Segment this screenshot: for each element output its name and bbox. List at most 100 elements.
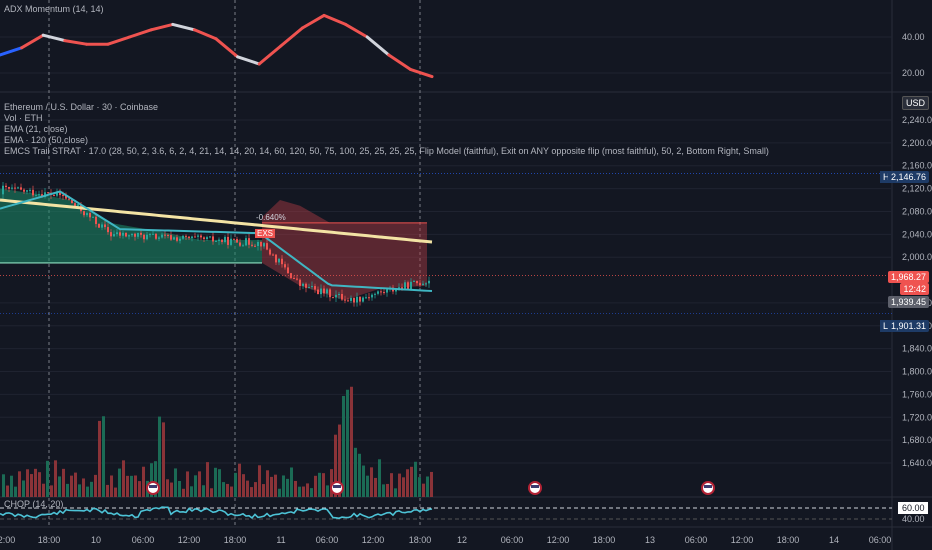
volume-bar	[6, 485, 9, 497]
low-value-tag: 1,901.31	[887, 320, 929, 332]
candle-body	[29, 189, 31, 191]
candle-body	[146, 234, 148, 240]
volume-bar	[54, 460, 57, 497]
strategy-legend[interactable]: EMCS Trail STRAT · 17.0 (28, 50, 2, 3.6,…	[4, 146, 769, 156]
candle-body	[47, 192, 49, 194]
adx-segment	[236, 55, 261, 66]
volume-bar	[138, 481, 141, 497]
candle-body	[131, 233, 133, 236]
candle-body	[347, 300, 349, 302]
volume-bar	[418, 477, 421, 497]
volume-bar	[274, 474, 277, 497]
ema21-legend[interactable]: EMA (21, close)	[4, 124, 68, 134]
candle-body	[218, 239, 220, 241]
candle-body	[422, 283, 424, 286]
volume-bar	[86, 486, 89, 497]
candle-body	[116, 232, 118, 235]
volume-bar	[302, 486, 305, 497]
countdown-tag: 12:42	[900, 283, 929, 295]
candle-body	[263, 243, 265, 247]
volume-bar	[206, 462, 209, 497]
candle-body	[335, 294, 337, 298]
symbol-legend[interactable]: Ethereum / U.S. Dollar · 30 · Coinbase	[4, 102, 159, 112]
volume-bar	[98, 420, 101, 497]
candle-body	[257, 241, 259, 247]
volume-bar	[14, 486, 17, 497]
candle-body	[11, 187, 13, 189]
volume-bar	[258, 465, 261, 497]
volume-bar	[246, 480, 249, 497]
candle-body	[278, 258, 280, 263]
volume-bar	[114, 487, 117, 497]
volume-bar	[58, 476, 61, 497]
candle-body	[74, 203, 76, 206]
volume-bar	[226, 483, 229, 497]
volume-bar	[150, 463, 153, 497]
volume-bar	[318, 472, 321, 497]
volume-bar	[402, 477, 405, 497]
volume-bar	[234, 472, 237, 497]
volume-bar	[210, 488, 213, 497]
currency-button[interactable]: USD	[901, 96, 929, 110]
candle-body	[194, 236, 196, 238]
adx-segment	[171, 22, 196, 32]
candle-body	[137, 232, 139, 237]
candle-body	[275, 254, 277, 263]
candle-body	[293, 277, 295, 279]
volume-bar	[326, 485, 329, 497]
candle-body	[407, 282, 409, 290]
price-tick-label: 1,720.00	[902, 412, 932, 422]
volume-bar	[218, 469, 221, 497]
time-tick-label: 10	[91, 535, 101, 545]
candle-body	[416, 280, 418, 284]
volume-bar	[334, 434, 337, 497]
candle-body	[134, 233, 136, 237]
price-tick-label: 2,080.00	[902, 206, 932, 216]
volume-bar	[410, 466, 413, 497]
volume-bar	[390, 473, 393, 497]
candle-body	[254, 245, 256, 247]
candle-body	[356, 296, 358, 303]
candle-body	[371, 294, 373, 298]
candle-body	[188, 236, 190, 239]
candle-body	[59, 191, 61, 196]
volume-bar	[346, 389, 349, 497]
price-tick-label: 2,200.00	[902, 138, 932, 148]
volume-bar	[158, 416, 161, 497]
adx-tick-label: 40.00	[902, 32, 925, 42]
candle-body	[341, 293, 343, 300]
candle-body	[251, 244, 253, 246]
adx-legend[interactable]: ADX Momentum (14, 14)	[4, 4, 104, 14]
time-tick-label: 12:00	[731, 535, 754, 545]
chop-tick-bg	[898, 502, 928, 514]
candle-body	[20, 187, 22, 190]
candle-body	[107, 227, 109, 233]
volume-bar	[66, 483, 69, 497]
volume-bar	[126, 475, 129, 497]
flag-stripe	[333, 485, 341, 488]
time-tick-label: 06:00	[316, 535, 339, 545]
candle-body	[92, 216, 94, 218]
chop-tick-label: 40.00	[902, 514, 925, 524]
price-tick-label: 1,760.00	[902, 389, 932, 399]
volume-bar	[374, 477, 377, 497]
time-tick-label: 18:00	[224, 535, 247, 545]
volume-bar	[50, 485, 53, 497]
volume-bar	[162, 422, 165, 497]
candle-body	[236, 239, 238, 243]
candle-body	[152, 233, 154, 235]
candle-body	[395, 289, 397, 292]
volume-bar	[22, 480, 25, 497]
volume-legend[interactable]: Vol · ETH	[4, 113, 43, 123]
ema120-legend[interactable]: EMA · 120 (50,close)	[4, 135, 89, 145]
chop-legend[interactable]: CHOP (14, 20)	[4, 499, 64, 509]
volume-bar	[362, 465, 365, 497]
flag-stripe	[531, 485, 539, 488]
candle-body	[38, 194, 40, 196]
candle-body	[173, 237, 175, 240]
volume-bar	[170, 482, 173, 497]
candle-body	[197, 235, 199, 237]
candle-body	[170, 235, 172, 240]
volume-bar	[142, 466, 145, 497]
